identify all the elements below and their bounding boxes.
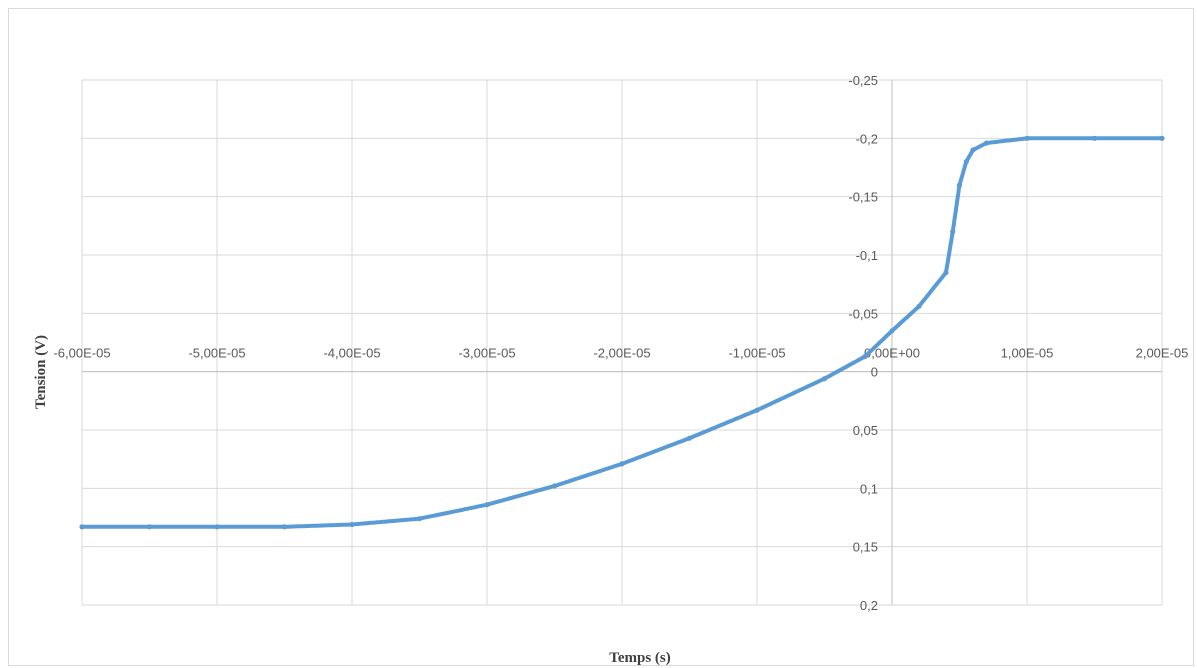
x-tick-label: -3,00E-05 — [458, 346, 515, 361]
data-point — [146, 524, 153, 530]
x-tick-label: -6,00E-05 — [53, 346, 110, 361]
data-point — [551, 483, 558, 489]
tick-labels: -6,00E-05 -5,00E-05 -4,00E-05 -3,00E-05 -2,0… — [53, 73, 1188, 613]
data-point — [79, 524, 85, 530]
data-point — [484, 502, 490, 508]
data-point — [889, 328, 895, 334]
data-point — [416, 516, 423, 522]
x-tick-label: -2,00E-05 — [593, 346, 650, 361]
data-point — [950, 229, 956, 235]
data-point — [963, 159, 969, 165]
x-tick-label: -1,00E-05 — [728, 346, 785, 361]
y-tick-label: -0,15 — [848, 190, 878, 205]
data-point — [983, 140, 990, 146]
data-point — [943, 269, 949, 276]
data-point — [619, 461, 625, 467]
y-tick-label: 0,2 — [860, 598, 878, 613]
data-point — [821, 376, 828, 382]
y-axis-title: Tension (V) — [33, 335, 49, 409]
data-point — [686, 435, 693, 441]
data-point — [1159, 135, 1165, 141]
data-point — [956, 182, 963, 188]
data-point — [1091, 135, 1098, 141]
x-tick-label: -4,00E-05 — [323, 346, 380, 361]
x-tick-label: 1,00E-05 — [1001, 346, 1054, 361]
data-point — [862, 353, 868, 360]
series-line — [80, 136, 1164, 529]
y-tick-label: -0,1 — [856, 248, 878, 263]
data-point — [281, 524, 288, 530]
data-point — [1024, 135, 1030, 141]
y-tick-label: -0,05 — [848, 306, 878, 321]
data-point — [349, 521, 355, 528]
y-tick-label: 0 — [871, 365, 878, 380]
y-tick-label: 0,05 — [853, 423, 878, 438]
data-series — [79, 135, 1165, 530]
data-point — [970, 147, 976, 153]
data-point — [916, 303, 922, 309]
x-tick-label: 0,00E+00 — [864, 346, 920, 361]
data-point — [214, 524, 220, 530]
y-tick-label: -0,2 — [856, 131, 878, 146]
chart-area — [8, 8, 1194, 666]
x-tick-label: -5,00E-05 — [188, 346, 245, 361]
y-tick-label: -0,25 — [848, 73, 878, 88]
y-tick-label: 0,15 — [853, 540, 878, 555]
x-tick-label: 2,00E-05 — [1136, 346, 1189, 361]
axes — [82, 80, 1162, 605]
x-axis-title: Temps (s) — [609, 650, 671, 666]
data-point — [754, 407, 760, 413]
y-tick-label: 0,1 — [860, 481, 878, 496]
